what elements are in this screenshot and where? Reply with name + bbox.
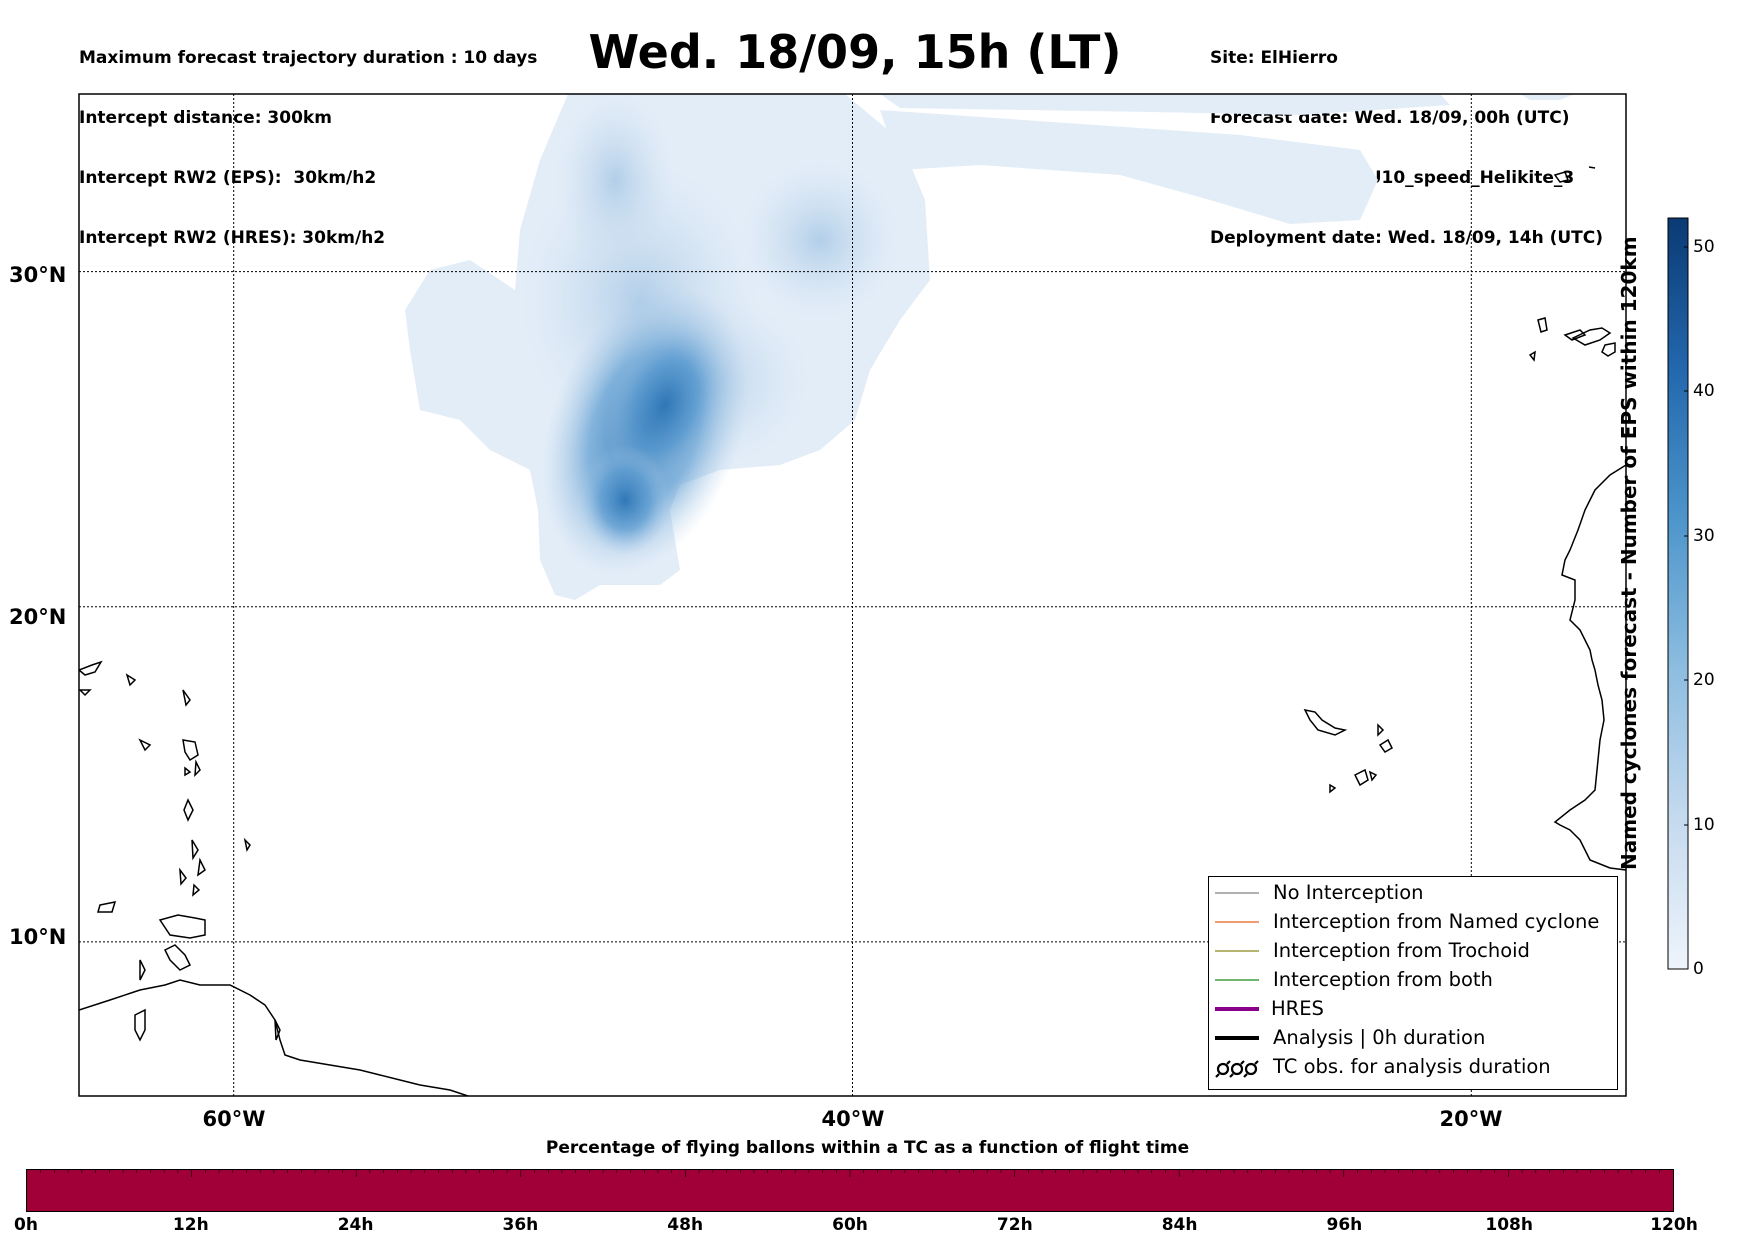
legend-label: TC obs. for analysis duration — [1273, 1055, 1551, 1078]
legend-label: Interception from Named cyclone — [1273, 910, 1600, 933]
colorbar-label: Named cyclones forecast - Number of EPS … — [1617, 236, 1641, 870]
tc-symbol-icon — [1215, 1060, 1259, 1078]
colorbar-tick-40: 40 — [1693, 381, 1715, 401]
timebar-tick-label: 24h — [337, 1215, 374, 1235]
legend-label: No Interception — [1273, 881, 1424, 904]
legend-line-orange — [1215, 921, 1259, 923]
legend-label: Interception from Trochoid — [1273, 939, 1530, 962]
legend-label: Interception from both — [1273, 968, 1493, 991]
timebar-tick-label: 36h — [502, 1215, 539, 1235]
colorbar-tick-10: 10 — [1693, 815, 1715, 835]
lon-label-20w: 20°W — [1439, 1107, 1503, 1131]
intercept-hres-text: Intercept RW2 (HRES): 30km/h2 — [79, 228, 386, 248]
colorbar-ticks — [1684, 246, 1688, 970]
map-frame — [78, 93, 1627, 1097]
site-text: Site: ElHierro — [1210, 48, 1338, 68]
legend-item-tc-obs: TC obs. for analysis duration — [1209, 1052, 1617, 1081]
timebar-minor-ticks — [40, 1170, 1660, 1177]
africa-coast — [1553, 464, 1626, 871]
legend-item-named-cyclone: Interception from Named cyclone — [1209, 907, 1617, 936]
colorbar-tick-30: 30 — [1693, 526, 1715, 546]
timebar-tick-label: 48h — [667, 1215, 704, 1235]
timebar-tick-label: 0h — [14, 1215, 38, 1235]
legend-line-purple — [1215, 1007, 1259, 1011]
legend-item-hres: HRES — [1209, 994, 1617, 1023]
legend-item-analysis: Analysis | 0h duration — [1209, 1023, 1617, 1052]
legend-line-green — [1215, 979, 1259, 981]
legend-line-black — [1215, 1036, 1259, 1040]
coastlines — [79, 166, 1626, 1096]
timebar-tick-label: 60h — [832, 1215, 868, 1235]
forecast-date-text: Forecast date: Wed. 18/09, 00h (UTC) — [1210, 108, 1570, 128]
timebar-tick-label: 108h — [1485, 1215, 1533, 1235]
lat-label-30n: 30°N — [9, 263, 67, 287]
density-core — [542, 285, 748, 575]
deployment-date-text: Deployment date: Wed. 18/09, 14h (UTC) — [1210, 228, 1604, 248]
timebar-tick-label: 84h — [1161, 1215, 1198, 1235]
page-title: Wed. 18/09, 15h (LT) — [588, 25, 1122, 79]
legend-item-both: Interception from both — [1209, 965, 1617, 994]
colorbar-tick-0: 0 — [1693, 959, 1704, 979]
legend-item-trochoid: Interception from Trochoid — [1209, 936, 1617, 965]
lat-label-20n: 20°N — [9, 605, 67, 629]
legend-line-olive — [1215, 950, 1259, 952]
lon-label-60w: 60°W — [202, 1107, 266, 1131]
map-legend: No Interception Interception from Named … — [1208, 876, 1618, 1090]
timebar-tick-label: 96h — [1326, 1215, 1363, 1235]
legend-label: Analysis | 0h duration — [1273, 1026, 1486, 1049]
max-duration-text: Maximum forecast trajectory duration : 1… — [79, 48, 538, 68]
timebar — [26, 1169, 1674, 1212]
caribbean-islands — [79, 660, 281, 1042]
colorbar-tick-50: 50 — [1693, 237, 1715, 257]
lon-label-40w: 40°W — [821, 1107, 885, 1131]
timebar-tick-label: 120h — [1650, 1215, 1698, 1235]
timebar-title: Percentage of flying ballons within a TC… — [545, 1138, 1190, 1158]
south-america-coast — [79, 979, 469, 1096]
legend-item-no-interception: No Interception — [1209, 878, 1617, 907]
legend-label: HRES — [1271, 997, 1324, 1020]
legend-line-gray — [1215, 892, 1259, 894]
colorbar-tick-20: 20 — [1693, 670, 1715, 690]
header-left-info: Maximum forecast trajectory duration : 1… — [79, 8, 537, 268]
intercept-eps-text: Intercept RW2 (EPS): 30km/h2 — [79, 168, 377, 188]
canary-islands — [1528, 166, 1616, 362]
cape-verde-islands — [1303, 708, 1393, 794]
colorbar — [1667, 217, 1689, 970]
timebar-tick-label: 12h — [172, 1215, 209, 1235]
map-plot-area — [79, 94, 1626, 1096]
timebar-tick-label: 72h — [996, 1215, 1033, 1235]
lat-label-10n: 10°N — [9, 925, 67, 949]
intercept-distance-text: Intercept distance: 300km — [79, 108, 332, 128]
